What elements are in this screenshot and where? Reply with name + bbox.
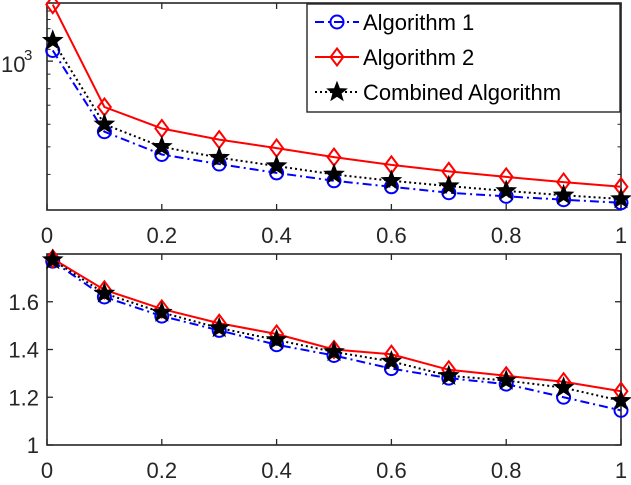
legend-label: Combined Algorithm <box>363 80 561 105</box>
data-point <box>150 301 173 322</box>
x-tick-label: 1 <box>615 458 627 483</box>
legend-label: Algorithm 2 <box>363 45 474 70</box>
data-point <box>96 279 113 300</box>
y-tick-label: 10 <box>1 52 25 77</box>
data-point <box>154 298 170 320</box>
x-tick-label: 0.4 <box>261 223 292 248</box>
x-tick-label: 0.4 <box>261 458 292 483</box>
data-point <box>437 174 460 196</box>
data-point <box>552 376 575 397</box>
data-point <box>150 135 173 157</box>
legend-marker <box>329 46 345 68</box>
series-line <box>52 259 622 402</box>
data-point <box>380 350 403 371</box>
x-tick-label: 0.8 <box>491 458 522 483</box>
y-tick-label: 1.2 <box>8 385 39 410</box>
data-point <box>45 0 61 15</box>
legend: Algorithm 1 Algorithm 2 Combined Algorithm <box>306 3 621 113</box>
y-tick-label: 1.4 <box>8 338 39 363</box>
series-line <box>52 260 622 412</box>
data-point <box>93 112 116 134</box>
x-tick-label: 0.6 <box>376 223 407 248</box>
data-point <box>93 281 116 303</box>
legend-marker <box>329 14 345 30</box>
series-line <box>51 4 622 188</box>
x-tick-label: 0 <box>41 458 53 483</box>
data-point <box>610 389 631 411</box>
data-point <box>45 248 61 269</box>
bottom-plot: 0 0.2 0.4 0.6 0.8 1 1 1.2 1.4 1.6 <box>8 248 631 483</box>
data-point <box>437 364 460 386</box>
data-point <box>380 169 403 191</box>
y-tick-label: 1.6 <box>8 290 39 315</box>
series-line <box>51 49 622 204</box>
x-tick-label: 0.6 <box>376 458 407 483</box>
data-point <box>208 316 231 338</box>
data-point <box>265 154 288 176</box>
data-point <box>326 339 342 360</box>
data-point <box>41 248 64 270</box>
y-tick-label: 1 <box>27 433 39 458</box>
data-point <box>323 340 345 362</box>
data-point <box>552 183 575 205</box>
data-point <box>208 146 231 167</box>
data-point <box>323 163 345 184</box>
legend-label: Algorithm 1 <box>363 10 474 35</box>
data-point <box>495 369 518 390</box>
data-point <box>610 187 631 209</box>
series-line <box>51 40 622 200</box>
data-point <box>265 328 288 350</box>
y-tick-exponent: 3 <box>24 47 32 64</box>
data-point <box>41 29 64 50</box>
data-point <box>495 179 518 201</box>
x-tick-label: 0 <box>41 223 53 248</box>
x-tick-label: 0.2 <box>147 458 178 483</box>
x-tick-label: 0.2 <box>147 223 178 248</box>
x-tick-label: 1 <box>615 223 627 248</box>
x-tick-label: 0.8 <box>491 223 522 248</box>
legend-box <box>306 3 621 113</box>
legend-marker <box>326 80 348 102</box>
